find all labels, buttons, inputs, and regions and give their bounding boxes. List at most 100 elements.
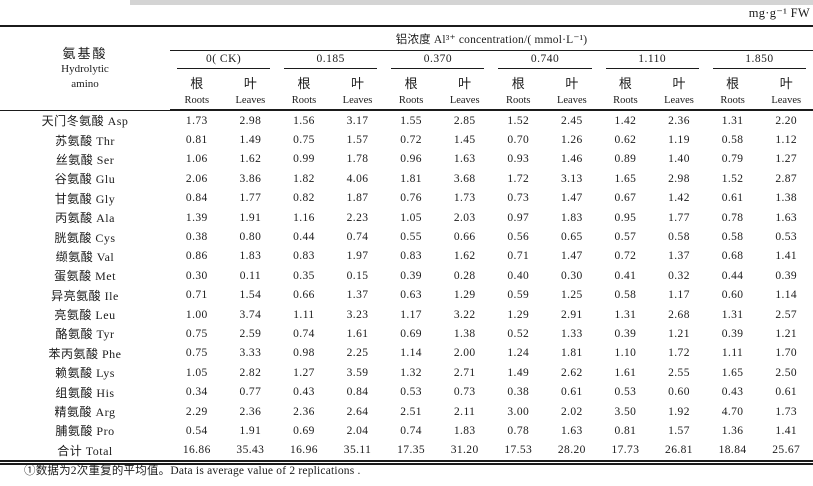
cell-value: 1.49 (239, 134, 262, 147)
cell-value: 0.83 (400, 250, 422, 263)
cell-value: 0.15 (346, 269, 369, 282)
row-label: 酪氨酸 Tyr (55, 327, 115, 342)
cell-value: 1.72 (507, 172, 530, 185)
cell-value: 25.67 (759, 440, 813, 466)
cell-value: 0.81 (614, 424, 637, 437)
cell-value: 1.06 (185, 153, 208, 166)
cell-value: 1.52 (721, 172, 744, 185)
cell-value: 0.78 (507, 424, 530, 437)
organ-header-leaf-en: Leaves (437, 92, 492, 111)
cell-value: 0.39 (721, 327, 744, 340)
cell-value: 1.54 (239, 289, 262, 302)
cell-value: 1.65 (614, 172, 637, 185)
cell-value: 35.43 (223, 440, 278, 466)
cell-value: 0.77 (239, 386, 262, 399)
cell-value: 1.47 (560, 250, 583, 263)
table-row: 亮氨酸 Leu 1.00 3.74 1.11 3.23 1.17 3.22 1.29 2.91 1… (0, 305, 813, 324)
cell-value: 1.83 (239, 250, 262, 263)
cell-value: 0.60 (721, 289, 744, 302)
cell-value: 0.66 (453, 231, 476, 244)
table-row: 苯丙氨酸 Phe 0.75 3.33 0.98 2.25 1.14 2.00 1.24 1.81… (0, 344, 813, 363)
unit-label: mg·g⁻¹ FW (748, 6, 810, 20)
cell-value: 1.55 (400, 114, 422, 127)
cell-value: 2.03 (453, 211, 476, 224)
cell-value: 1.10 (614, 347, 637, 360)
row-label: 亮氨酸 Leu (54, 308, 116, 323)
organ-header-leaf-en: Leaves (330, 92, 385, 111)
cell-value: 2.82 (239, 366, 262, 379)
cell-value: 0.55 (400, 231, 422, 244)
cell-value: 0.58 (721, 231, 744, 244)
cell-value: 1.61 (614, 366, 637, 379)
row-label: 异亮氨酸 Ile (51, 288, 119, 303)
cell-value: 1.72 (668, 347, 690, 360)
table-row: 丙氨酸 Ala 1.39 1.91 1.16 2.23 1.05 2.03 0.97 1.83 0… (0, 208, 813, 227)
cell-value: 2.55 (668, 366, 690, 379)
organ-header-root-zh: 根 (511, 76, 525, 91)
cell-value: 35.11 (330, 440, 385, 466)
cell-value: 3.00 (507, 405, 530, 418)
cell-value: 1.61 (346, 327, 369, 340)
row-label: 脯氨酸 Pro (55, 424, 115, 439)
cell-value: 1.52 (507, 114, 530, 127)
cell-value: 0.97 (507, 211, 530, 224)
cell-value: 1.33 (560, 327, 583, 340)
cell-value: 0.57 (614, 231, 637, 244)
cell-value: 2.36 (668, 114, 690, 127)
cell-value: 0.95 (614, 211, 637, 224)
row-label: 组氨酸 His (55, 385, 115, 400)
concentration-label: 0.740 (498, 51, 592, 69)
row-label: 缬氨酸 Val (55, 249, 115, 264)
cell-value: 1.36 (721, 424, 744, 437)
cell-value: 17.73 (598, 440, 653, 466)
cell-value: 1.37 (668, 250, 690, 263)
cell-value: 1.21 (775, 327, 798, 340)
cell-value: 3.68 (453, 172, 476, 185)
table-row: 赖氨酸 Lys 1.05 2.82 1.27 3.59 1.32 2.71 1.49 2.62 1… (0, 363, 813, 382)
cell-value: 3.22 (453, 308, 476, 321)
cell-value: 2.68 (668, 308, 690, 321)
cell-value: 0.61 (560, 386, 583, 399)
cell-value: 0.78 (721, 211, 744, 224)
cell-value: 0.59 (507, 289, 530, 302)
table-row: 精氨酸 Arg 2.29 2.36 2.36 2.64 2.51 2.11 3.00 2.02 3… (0, 402, 813, 421)
organ-header-leaf-zh: 叶 (351, 76, 365, 91)
organ-header-root-zh: 根 (404, 76, 418, 91)
organ-header-root-en: Roots (384, 92, 438, 111)
cell-value: 16.86 (170, 440, 224, 466)
cell-value: 0.73 (453, 386, 476, 399)
cell-value: 1.47 (560, 192, 583, 205)
cell-value: 28.20 (545, 440, 599, 466)
cell-value: 2.04 (346, 424, 369, 437)
cell-value: 1.73 (453, 192, 476, 205)
cell-value: 0.83 (293, 250, 315, 263)
cell-value: 0.30 (185, 269, 208, 282)
cell-value: 0.72 (614, 250, 637, 263)
cell-value: 2.36 (293, 405, 315, 418)
total-row-label: 合计 Total (0, 440, 170, 466)
cell-value: 17.35 (384, 440, 438, 466)
table-row: 异亮氨酸 Ile 0.71 1.54 0.66 1.37 0.63 1.29 0.59 1.25… (0, 286, 813, 305)
organ-header-root-zh: 根 (190, 76, 204, 91)
organ-header-leaf-zh: 叶 (243, 76, 257, 91)
cell-value: 1.16 (293, 211, 315, 224)
row-label: 天门冬氨酸 Asp (41, 113, 129, 128)
cell-value: 0.54 (185, 424, 208, 437)
row-header-en-line1: Hydrolytic (61, 63, 109, 76)
cell-value: 1.17 (668, 289, 690, 302)
cell-value: 2.59 (239, 327, 262, 340)
cell-value: 0.93 (507, 153, 530, 166)
table-row: 甘氨酸 Gly 0.84 1.77 0.82 1.87 0.76 1.73 0.73 1.47 0… (0, 189, 813, 208)
cell-value: 1.87 (346, 192, 369, 205)
cell-value: 3.86 (239, 172, 262, 185)
cell-value: 1.73 (775, 405, 798, 418)
cell-value: 0.38 (185, 231, 208, 244)
cell-value: 1.27 (293, 366, 315, 379)
cell-value: 2.91 (560, 308, 583, 321)
cell-value: 1.24 (507, 347, 530, 360)
cell-value: 0.86 (185, 250, 208, 263)
cell-value: 2.62 (560, 366, 583, 379)
cell-value: 2.87 (775, 172, 798, 185)
concentration-header-row: 0( CK) 0.185 0.370 0.740 1.110 1.850 (0, 51, 813, 74)
